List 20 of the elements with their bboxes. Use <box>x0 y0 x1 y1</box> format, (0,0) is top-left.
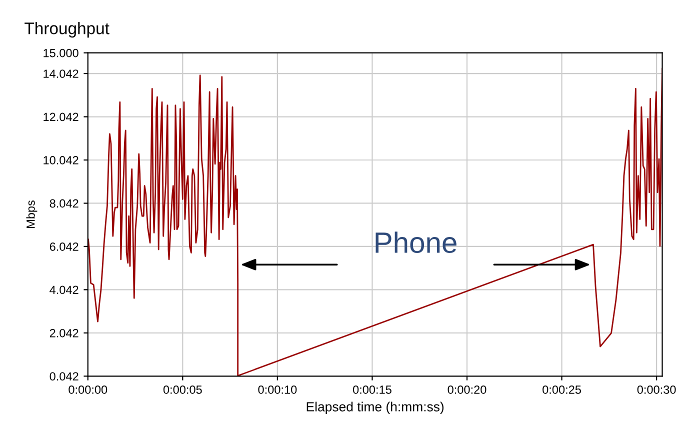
annotation: Phone <box>376 232 456 254</box>
y-tick-label: 10.042 <box>44 156 78 164</box>
y-tick-label: 0.042 <box>50 372 78 381</box>
y-tick-label: 14.042 <box>44 70 78 78</box>
x-tick-label: 0:00:10 <box>258 385 297 394</box>
x-tick-label: 0:00:20 <box>448 385 486 394</box>
y-tick-label: 4.042 <box>50 286 78 294</box>
y-tick-label: 15.000 <box>44 48 78 58</box>
y-axis-title: Mbps <box>26 200 38 228</box>
x-tick-label: 0:00:05 <box>163 385 202 394</box>
y-tick-label: 2.042 <box>50 328 78 338</box>
y-tick-label: 8.042 <box>50 199 78 208</box>
x-tick-label: 0:00:00 <box>68 385 108 394</box>
chart-title: Throughput <box>24 22 110 38</box>
x-tick-label: 0:00:25 <box>542 385 581 394</box>
y-tick-label: 12.042 <box>44 112 78 122</box>
y-tick-label: 6.042 <box>50 242 78 251</box>
x-tick-label: 0:00:30 <box>637 385 676 394</box>
x-axis-title: Elapsed time (h:mm:ss) <box>306 402 444 414</box>
x-tick-label: 0:00:15 <box>352 385 392 394</box>
